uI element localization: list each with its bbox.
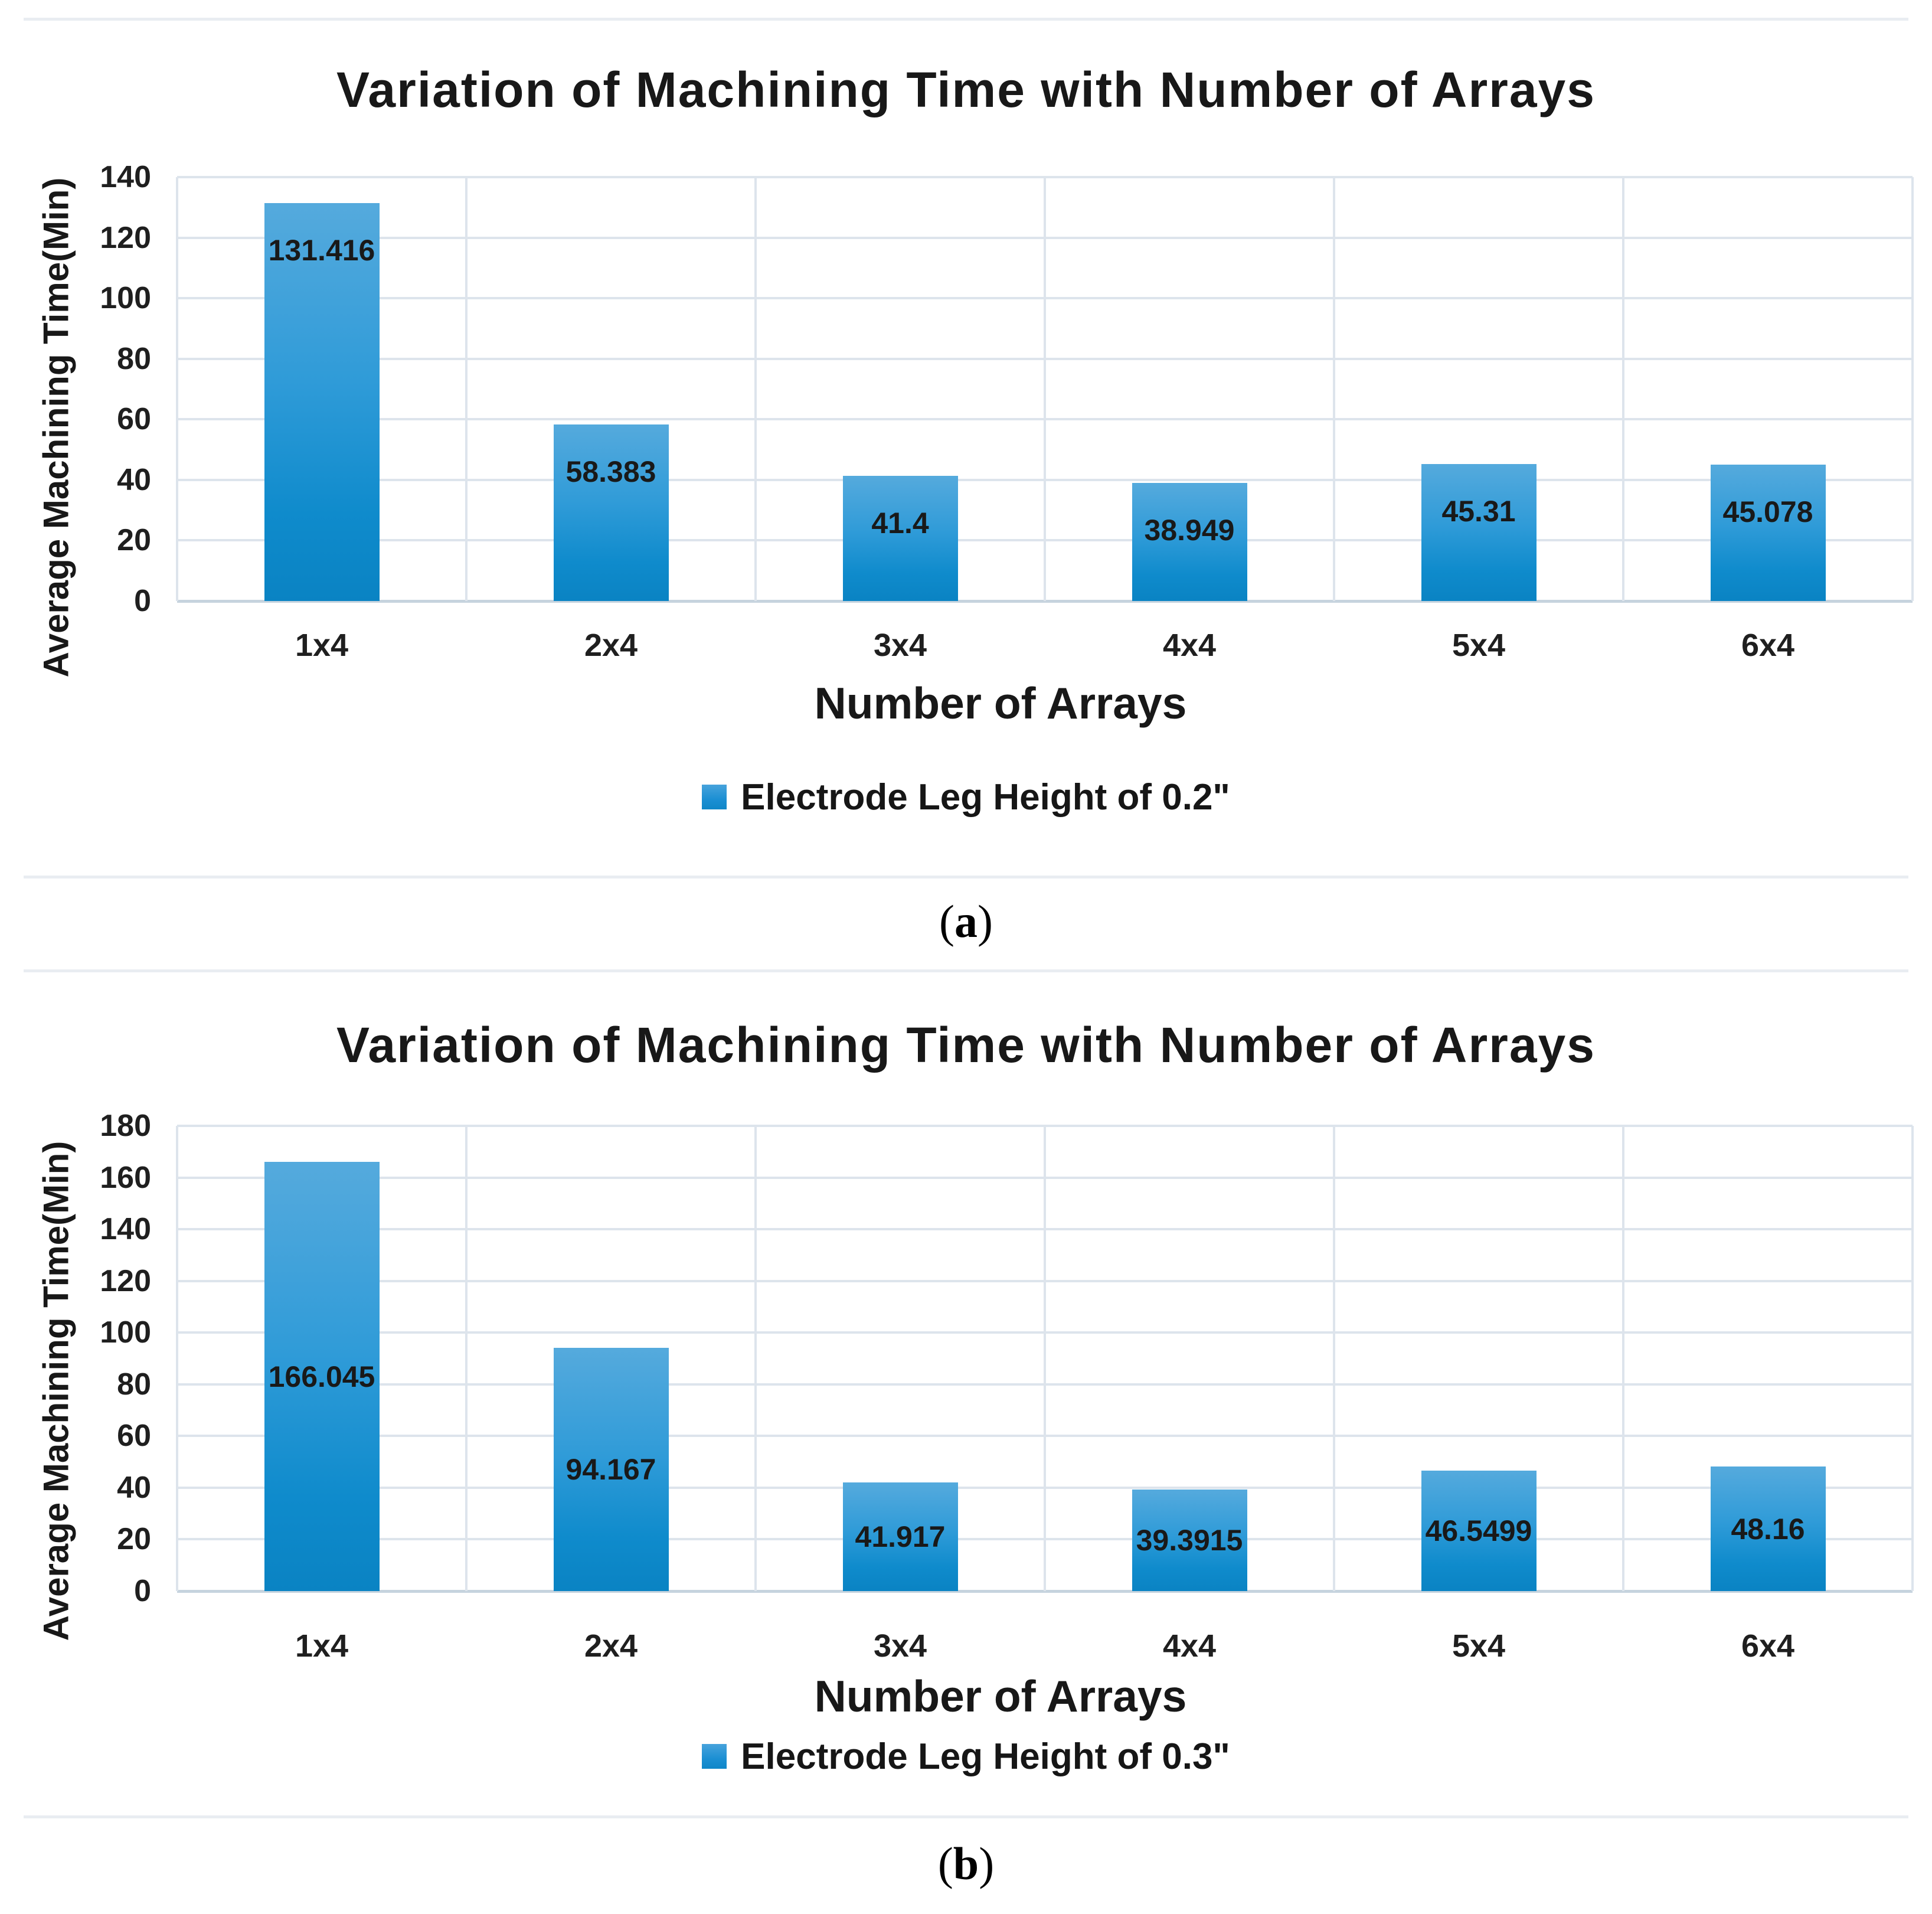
caption-paren: ) [979,1838,995,1889]
bar-value-label: 94.167 [565,1452,656,1486]
bar [264,203,380,601]
chart-a-legend-label: Electrode Leg Height of 0.2" [741,776,1230,818]
gridline-v [465,1126,468,1591]
y-tick-label: 140 [100,160,151,194]
gridline-v [1622,1126,1624,1591]
bar [1710,464,1826,601]
chart-b-x-axis-title: Number of Arrays [814,1671,1187,1721]
y-tick-label: 80 [117,341,151,376]
bar-value-label: 46.5499 [1425,1514,1532,1548]
bar-value-label: 45.078 [1722,495,1813,528]
y-tick-label: 60 [117,1419,151,1454]
bar [1132,1489,1247,1591]
bar-value-label: 58.383 [565,455,656,488]
y-tick-label: 100 [100,1315,151,1350]
caption-paren: ) [978,896,993,947]
x-category-label: 5x4 [1452,628,1506,663]
panel-b-caption: (b) [0,1837,1932,1890]
gridline-v [176,1126,178,1591]
divider-line [24,1815,1908,1818]
bar-value-label: 38.949 [1144,514,1235,547]
divider-line [24,18,1908,21]
panel-a-caption: (a) [0,895,1932,948]
divider-line [24,876,1908,878]
x-category-label: 2x4 [584,628,638,663]
gridline-v [176,177,178,601]
gridline-v [465,177,468,601]
divider-line [24,969,1908,972]
bar [553,424,669,601]
x-category-label: 6x4 [1741,628,1795,663]
bar-value-label: 39.3915 [1136,1523,1243,1557]
x-category-label: 6x4 [1741,1628,1795,1664]
y-tick-label: 180 [100,1109,151,1143]
gridline-v [1911,177,1914,601]
bar-value-label: 166.045 [268,1360,375,1393]
axis-line [177,1590,1913,1593]
y-tick-label: 40 [117,1470,151,1505]
gridline-v [1333,177,1335,601]
y-tick-label: 20 [117,523,151,558]
gridline-v [1333,1126,1335,1591]
gridline-v [754,177,757,601]
chart-a-legend: Electrode Leg Height of 0.2" [0,772,1932,822]
legend-swatch-icon [702,1744,727,1769]
gridline-v [1622,177,1624,601]
x-category-label: 4x4 [1162,628,1217,663]
caption-paren: ( [937,1838,953,1889]
x-category-label: 1x4 [295,628,349,663]
y-tick-label: 160 [100,1160,151,1195]
gridline-v [1044,177,1046,601]
bar [264,1162,380,1591]
bar-value-label: 131.416 [268,234,375,267]
gridline-v [754,1126,757,1591]
bar [1421,463,1537,601]
caption-paren: ( [939,896,954,947]
y-tick-label: 0 [134,1574,151,1608]
chart-b-legend: Electrode Leg Height of 0.3" [0,1732,1932,1781]
chart-a-title: Variation of Machining Time with Number … [336,62,1596,117]
x-category-label: 2x4 [584,1628,638,1664]
y-tick-label: 40 [117,462,151,497]
chart-a-x-axis-title: Number of Arrays [814,678,1187,728]
axis-line [177,600,1913,603]
bar [1421,1471,1537,1591]
gridline-v [1911,1126,1914,1591]
chart-b-legend-label: Electrode Leg Height of 0.3" [741,1736,1230,1777]
y-tick-label: 60 [117,402,151,437]
bar [1132,483,1247,601]
x-category-label: 4x4 [1162,1628,1217,1664]
bar-value-label: 45.31 [1441,494,1516,528]
x-category-label: 3x4 [873,628,927,663]
bar [553,1347,669,1591]
bar-value-label: 48.16 [1731,1512,1805,1546]
x-category-label: 5x4 [1452,1628,1506,1664]
x-category-label: 3x4 [873,1628,927,1664]
caption-letter: b [953,1838,979,1889]
y-tick-label: 120 [100,220,151,255]
bar [842,475,958,601]
y-tick-label: 140 [100,1212,151,1247]
bar [842,1482,958,1591]
y-tick-label: 20 [117,1522,151,1557]
caption-letter: a [954,896,978,947]
chart-b-title: Variation of Machining Time with Number … [336,1017,1596,1073]
y-tick-label: 100 [100,281,151,316]
bar [1710,1466,1826,1591]
bar-value-label: 41.4 [871,506,929,540]
x-category-label: 1x4 [295,1628,349,1664]
legend-swatch-icon [702,785,727,809]
y-tick-label: 80 [117,1367,151,1402]
y-tick-label: 120 [100,1263,151,1298]
y-tick-label: 0 [134,584,151,618]
bar-value-label: 41.917 [855,1520,946,1554]
gridline-v [1044,1126,1046,1591]
